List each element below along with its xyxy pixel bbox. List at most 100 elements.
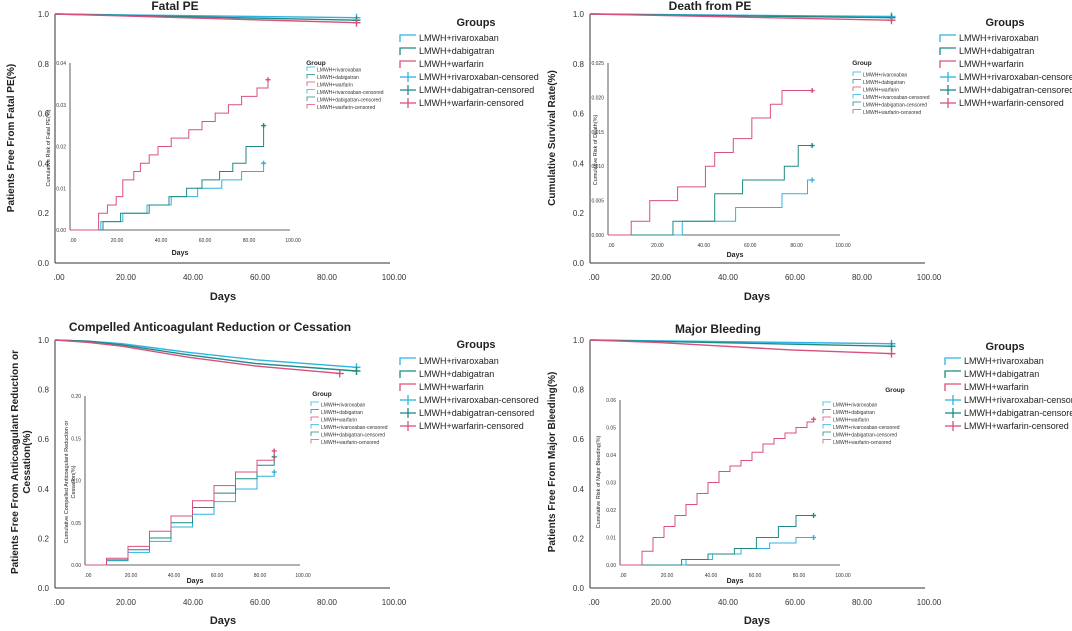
y-tick-label: 1.0 xyxy=(573,336,585,345)
inset-x-tick-label: 60.00 xyxy=(211,573,224,579)
x-tick-label: 60.00 xyxy=(785,598,806,607)
inset-legend-title: Group xyxy=(306,60,326,67)
inset-legend-swatch xyxy=(852,109,861,114)
inset-series-line-LMWH+rivaroxaban xyxy=(85,472,275,566)
y-tick-label: 0.0 xyxy=(573,259,585,268)
inset-series-line-LMWH+dabigatran xyxy=(608,145,813,236)
inset-legend-entry: LMWH+warfarin xyxy=(833,418,869,424)
inset-series-line-LMWH+warfarin xyxy=(85,450,275,566)
inset-legend-swatch xyxy=(310,439,319,444)
series-line-LMWH+dabigatran xyxy=(589,339,892,347)
legend-swatch xyxy=(399,34,416,42)
y-axis-label: Cumulative Survival Rate(%) xyxy=(547,70,558,206)
legend-title: Groups xyxy=(456,339,495,351)
inset-legend-entry: LMWH+rivaroxaban-censored xyxy=(863,95,930,101)
x-tick-label: .00 xyxy=(588,598,600,607)
legend-swatch xyxy=(399,357,416,365)
y-tick-label: 0.8 xyxy=(38,386,50,395)
inset-legend-swatch xyxy=(310,424,319,429)
x-tick-label: 100.00 xyxy=(382,598,407,607)
inset-y-tick-label: 0.03 xyxy=(56,103,66,109)
inset-x-tick-label: 40.00 xyxy=(168,573,181,579)
inset-legend-entry: LMWH+dabigatran xyxy=(317,75,359,81)
legend-swatch xyxy=(939,34,956,42)
inset-y-tick-label: 0.01 xyxy=(606,536,616,542)
inset-y-tick-label: 0.025 xyxy=(591,61,604,67)
inset-x-tick-label: .00 xyxy=(608,243,615,249)
x-tick-label: 40.00 xyxy=(718,598,739,607)
legend-entry: LMWH+warfarin xyxy=(419,59,484,69)
inset-y-tick-label: 0.02 xyxy=(56,145,66,151)
inset-legend-swatch xyxy=(306,66,315,71)
chart-panel-compelled-reduction: Compelled Anticoagulant Reduction or Ces… xyxy=(10,320,539,627)
y-tick-label: 0.2 xyxy=(573,209,585,218)
inset-y-axis-label: Cumulative Compelled Anticoagulant Reduc… xyxy=(64,421,77,544)
inset-y-tick-label: 0.04 xyxy=(56,61,66,67)
inset-legend-entry: LMWH+warfarin-censored xyxy=(317,105,375,111)
inset-y-tick-label: 0.01 xyxy=(56,186,66,192)
inset-y-tick-label: 0.20 xyxy=(71,394,81,400)
inset-series-line-LMWH+dabigatran xyxy=(85,456,275,566)
inset-x-tick-label: 20.00 xyxy=(651,243,664,249)
inset-y-tick-label: 0.010 xyxy=(591,164,604,170)
legend-swatch xyxy=(944,357,961,365)
inset-x-tick-label: 60.00 xyxy=(199,238,212,244)
inset-legend-swatch xyxy=(822,439,831,444)
legend-entry: LMWH+warfarin xyxy=(959,59,1024,69)
chart-panel-major-bleeding: Major Bleeding 0.0 0.2 0.4 0.6 0.8 1.0 .00 20.00… xyxy=(547,322,1072,627)
y-tick-label: 0.8 xyxy=(573,60,585,69)
legend-entry: LMWH+dabigatran-censored xyxy=(959,85,1072,95)
inset-legend-entry: LMWH+dabigatran xyxy=(863,80,905,86)
inset-chart: 0.00 0.01 0.02 0.03 0.04 0.05 0.06 .00 20.00 40.0… xyxy=(596,387,905,585)
inset-legend-swatch xyxy=(310,409,319,414)
inset-legend-title: Group xyxy=(885,387,905,394)
legend-entry: LMWH+rivaroxaban xyxy=(959,33,1039,43)
inset-legend-entry: LMWH+warfarin xyxy=(321,418,357,424)
inset-x-tick-label: 20.00 xyxy=(125,573,138,579)
inset-legend-entry: LMWH+rivaroxaban-censored xyxy=(321,425,388,431)
legend-entry: LMWH+warfarin-censored xyxy=(419,98,524,108)
inset-x-tick-label: .00 xyxy=(70,238,77,244)
inset-legend-swatch xyxy=(852,101,861,106)
inset-legend-entry: LMWH+dabigatran-censored xyxy=(863,103,927,109)
x-axis-label: Days xyxy=(210,615,236,627)
legend-entry: LMWH+warfarin-censored xyxy=(419,421,524,431)
inset-legend-entry: LMWH+warfarin xyxy=(863,88,899,94)
chart-title: Death from PE xyxy=(669,0,752,13)
y-tick-label: 0.4 xyxy=(38,159,50,168)
legend-entry: LMWH+rivaroxaban-censored xyxy=(964,395,1072,405)
inset-x-tick-label: 100.00 xyxy=(295,573,311,579)
inset-x-tick-label: 100.00 xyxy=(835,243,851,249)
legend-entry: LMWH+rivaroxaban-censored xyxy=(419,395,539,405)
x-tick-label: 20.00 xyxy=(651,273,672,282)
inset-series-line-LMWH+warfarin xyxy=(608,90,813,236)
inset-chart: 0.00 0.01 0.02 0.03 0.04 .00 20.00 40.00 60.00 80… xyxy=(46,60,384,257)
inset-y-tick-label: 0.05 xyxy=(71,521,81,527)
inset-series-line-LMWH+dabigatran xyxy=(70,125,265,231)
inset-legend-swatch xyxy=(852,86,861,91)
inset-chart: 0.00 0.05 0.10 0.15 0.20 .00 20.00 40.00 60.00 80… xyxy=(64,391,388,585)
inset-legend-swatch xyxy=(306,96,315,101)
legend-entry: LMWH+warfarin xyxy=(964,382,1029,392)
y-axis-label-line: Patients Free From Anticoagulant Reducti… xyxy=(10,350,21,574)
y-tick-label: 1.0 xyxy=(38,336,50,345)
inset-legend-swatch xyxy=(852,79,861,84)
x-tick-label: .00 xyxy=(588,273,600,282)
inset-legend-swatch xyxy=(310,416,319,421)
inset-legend-swatch xyxy=(306,74,315,79)
x-tick-label: 40.00 xyxy=(718,273,739,282)
inset-legend-entry: LMWH+rivaroxaban xyxy=(833,403,878,409)
x-tick-label: 20.00 xyxy=(116,273,137,282)
legend-swatch xyxy=(939,60,956,68)
inset-x-tick-label: 60.00 xyxy=(744,243,757,249)
x-tick-label: 60.00 xyxy=(250,273,271,282)
y-tick-label: 0.2 xyxy=(38,209,50,218)
legend-swatch xyxy=(399,47,416,55)
x-tick-label: 100.00 xyxy=(917,598,942,607)
inset-legend-swatch xyxy=(306,104,315,109)
chart-title: Fatal PE xyxy=(151,0,198,13)
inset-x-tick-label: 100.00 xyxy=(285,238,301,244)
inset-chart: 0.000 0.005 0.010 0.015 0.020 0.025 .00 20.00 40… xyxy=(591,60,929,259)
legend-entry: LMWH+rivaroxaban xyxy=(964,356,1044,366)
inset-y-tick-label: 0.015 xyxy=(591,130,604,136)
